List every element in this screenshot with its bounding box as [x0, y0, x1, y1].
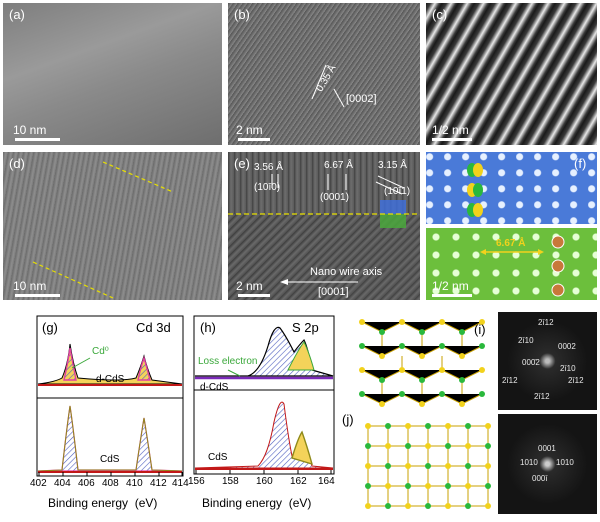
panel-i-fft-1: 2ī10 [518, 336, 534, 345]
panel-d-label: (d) [9, 156, 25, 171]
panel-e-label: (e) [234, 156, 250, 171]
panel-g-tick-3: 408 [102, 478, 119, 489]
panel-i-fft-2: 0002 [558, 342, 576, 351]
panel-g-tick-6: 414 [172, 478, 189, 489]
panel-i-fft-3: 000̄2 [522, 358, 540, 367]
panel-h-tick-0: 156 [188, 476, 205, 487]
panel-j-label: (j) [342, 414, 354, 427]
panel-g-tick-5: 412 [150, 478, 167, 489]
panel-i-fft-4: 2ī10 [560, 364, 576, 373]
panel-f-green-map [426, 228, 597, 300]
panel-d-scalebar [15, 294, 60, 297]
panel-e-scale: 2 nm [236, 279, 263, 293]
panel-e-axis-label: Nano wire axis [310, 266, 383, 278]
panel-d: (d) 10 nm [3, 152, 222, 300]
panel-e-d1: 3.56 Å [254, 162, 283, 173]
panel-e-scalebar [238, 294, 270, 297]
panel-d-boundary-lines [32, 161, 174, 299]
panel-e-h2: (0001) [320, 192, 349, 203]
panel-a-label: (a) [9, 7, 25, 22]
panel-c-scale: 1/2 nm [432, 123, 469, 137]
panel-f-scalebar [432, 294, 472, 297]
panel-d-scale: 10 nm [13, 279, 47, 293]
panel-h-tick-4: 164 [318, 476, 335, 487]
panel-h-sample-top: d-CdS [200, 382, 229, 393]
panel-b-label: (b) [234, 7, 250, 22]
panel-f-scale: 1/2 nm [432, 279, 469, 293]
panel-g-sample-top: d-CdS [96, 374, 125, 385]
panel-h-plot [193, 315, 335, 475]
panel-g-title: Cd 3d [136, 320, 171, 335]
panel-f-label: (f) [574, 156, 587, 171]
panel-h-tick-2: 160 [256, 476, 273, 487]
panel-j-fft-3: 000ī [532, 474, 548, 483]
panel-j-fft: 0001 1010 1010 000ī [498, 414, 597, 514]
panel-h-xlabel: Binding energy (eV) [202, 496, 312, 510]
panel-h-title: S 2p [292, 320, 319, 335]
panel-g: (g) Cd 3d Cd⁰ d-CdS CdS 402 404 406 408 … [0, 306, 190, 522]
panel-j-fft-0: 0001 [538, 444, 556, 453]
panel-e-blue-box [380, 200, 406, 214]
panel-e-green-box [380, 214, 406, 228]
panel-b-direction: [0002] [346, 93, 377, 105]
panel-e-lower-region [228, 214, 420, 300]
panel-c-scalebar [432, 138, 472, 141]
panel-i-label: (i) [474, 322, 486, 337]
panel-g-tick-1: 404 [54, 478, 71, 489]
panel-a: (a) 10 nm [3, 3, 222, 145]
panel-e-annotations [228, 174, 420, 285]
panel-f: (f) 6.67 Å 1/2 nm [426, 152, 597, 300]
panel-f-atoms [467, 163, 565, 297]
panel-e-d2: 6.67 Å [324, 160, 353, 171]
panel-h-sample-bottom: CdS [208, 452, 228, 463]
panel-g-tick-4: 410 [126, 478, 143, 489]
panel-i-lattice [359, 319, 485, 407]
panel-g-sample-bottom: CdS [100, 454, 120, 465]
panel-h-tick-1: 158 [222, 476, 239, 487]
panel-h-tick-3: 162 [290, 476, 307, 487]
panel-i-fft-5: 2ī12 [502, 376, 518, 385]
panel-h: (h) S 2p Loss electron d-CdS CdS 156 158… [188, 306, 338, 522]
panel-g-tick-0: 402 [30, 478, 47, 489]
panel-i-fft-7: 2ī12 [534, 392, 550, 401]
panel-e-h1: (10ī0) [254, 182, 281, 193]
panel-g-plot [36, 315, 184, 477]
panel-i-fft-0: 2ī12 [538, 318, 554, 327]
panel-i-model: (i) [342, 312, 494, 410]
panel-f-blue-map [426, 152, 597, 224]
panel-h-label: (h) [200, 320, 216, 335]
panel-j-model: (j) [342, 414, 494, 514]
panel-g-tick-2: 406 [78, 478, 95, 489]
panel-j-fft-2: 1010 [556, 458, 574, 467]
panel-e-axis-dir: [0001] [318, 286, 349, 298]
panel-c: (c) 1/2 nm [426, 3, 597, 145]
panel-a-scalebar [15, 138, 60, 141]
panel-f-spacing: 6.67 Å [496, 238, 526, 249]
panel-h-loss: Loss electron [198, 356, 258, 367]
panel-e-h3: (10ī1) [384, 186, 411, 197]
panel-b-arrows [311, 64, 345, 108]
panel-g-cd0: Cd⁰ [92, 346, 109, 357]
panel-j-fft-1: 1010 [520, 458, 538, 467]
panel-g-label: (g) [42, 320, 58, 335]
panel-b-scale: 2 nm [236, 123, 263, 137]
panel-e-d3: 3.15 Å [378, 160, 407, 171]
panel-i-fft: 2ī12 2ī10 0002 000̄2 2ī10 2ī12 2ī12 2ī12 [498, 312, 597, 410]
panel-b-scalebar [238, 138, 270, 141]
panel-c-label: (c) [432, 7, 448, 22]
panel-g-xlabel: Binding energy (eV) [48, 496, 158, 510]
panel-j-lattice [365, 423, 491, 509]
panel-i-fft-6: 2ī12 [568, 376, 584, 385]
panel-a-scale: 10 nm [13, 123, 47, 137]
panel-e: (e) 3.56 Å (10ī0) 6.67 Å (0001) 3.15 Å (… [228, 152, 420, 300]
panel-b: (b) 0.35 Å [0002] 2 nm [228, 3, 420, 145]
